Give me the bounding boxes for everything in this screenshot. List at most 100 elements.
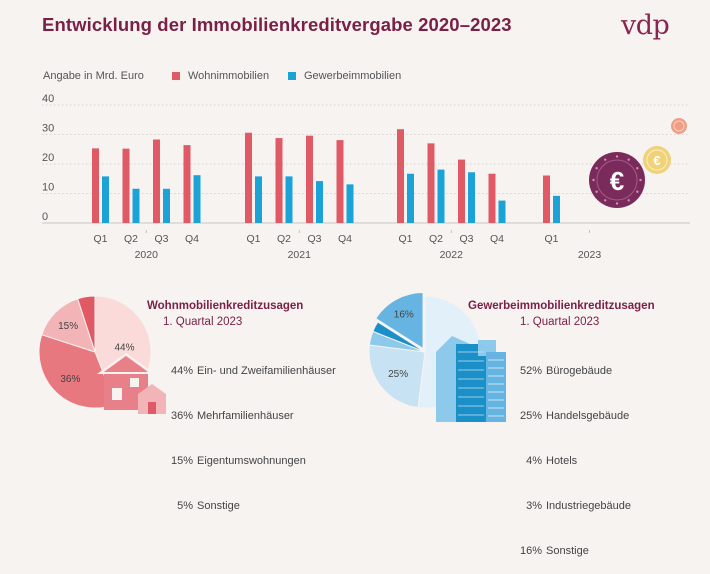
- coin-star-icon: [595, 190, 598, 193]
- house-door-icon: [148, 402, 156, 414]
- pie1-slice: [38, 334, 117, 409]
- page-title: Entwicklung der Immobilienkreditvergabe …: [42, 14, 512, 35]
- bar-wohnimmobilien: [122, 148, 130, 223]
- coin-small-icon: [673, 120, 685, 132]
- legend-swatch-commercial: [288, 72, 296, 80]
- bar-gewerbeimmobilien: [407, 173, 414, 223]
- coin-star-icon: [627, 158, 630, 161]
- pie2-subtitle: 1. Quartal 2023: [520, 316, 600, 328]
- pie2-legend-item: 3% Industriegebäude: [526, 500, 632, 512]
- euro-symbol: €: [653, 153, 660, 168]
- coin-star-icon: [604, 199, 607, 202]
- x-tick-label: Q3: [459, 233, 473, 245]
- legend-label-residential: Wohnimmobilien: [188, 70, 270, 82]
- bar-wohnimmobilien: [458, 159, 465, 223]
- x-tick-label: Q1: [93, 233, 107, 245]
- y-tick-label: 40: [42, 93, 54, 105]
- house-icon: [96, 352, 156, 374]
- pie1-slice-label: 44%: [114, 342, 134, 353]
- y-tick-label: 20: [42, 152, 54, 164]
- pie2-legend-item: 4% Hotels: [526, 455, 578, 467]
- x-tick-label: Q4: [490, 233, 504, 245]
- pie2-title: Gewerbeimmobilienkreditzusagen: [468, 300, 655, 312]
- coin-star-icon: [636, 190, 639, 193]
- pie2-legend-item: 16% Sonstige: [519, 545, 589, 557]
- coin-star-icon: [604, 158, 607, 161]
- coin-small-icon: [671, 118, 687, 134]
- bar-wohnimmobilien: [397, 129, 404, 223]
- y-tick-label: 30: [42, 123, 54, 135]
- pie2-slice: [375, 291, 424, 350]
- pie2-slice: [368, 344, 426, 409]
- x-tick-label: Q2: [277, 233, 291, 245]
- legend-label-commercial: Gewerbeimmobilien: [304, 70, 402, 82]
- legend-residential: Wohnimmobilien: [172, 70, 269, 82]
- x-tick-label: Q4: [338, 233, 352, 245]
- bar-wohnimmobilien: [336, 140, 344, 223]
- pie1-slice-label: 36%: [60, 374, 80, 385]
- bar-gewerbeimmobilien: [193, 175, 201, 223]
- year-label: 2020: [135, 249, 159, 261]
- bar-gewerbeimmobilien: [255, 176, 262, 223]
- bar-wohnimmobilien: [306, 135, 313, 223]
- house-window-icon: [130, 378, 139, 387]
- coin-star-icon: [615, 155, 619, 158]
- pie1-legend-item: 36% Mehrfamilienhäuser: [170, 410, 294, 422]
- pie1-legend-item: 15% Eigentumswohnungen: [170, 455, 306, 467]
- bar-gewerbeimmobilien: [553, 195, 560, 223]
- year-label: 2022: [440, 249, 464, 261]
- pie2-legend: 52% Bürogebäude 25% Handelsgebäude 4% Hotel…: [515, 334, 631, 574]
- y-tick-label: 10: [42, 182, 54, 194]
- x-tick-label: Q3: [307, 233, 321, 245]
- pie2-slice-label: 25%: [388, 369, 408, 380]
- x-tick-label: Q1: [398, 233, 412, 245]
- bar-gewerbeimmobilien: [163, 188, 170, 223]
- coin-star-icon: [615, 202, 619, 205]
- pie1-legend-item: 5% Sonstige: [177, 500, 240, 512]
- x-tick-label: Q2: [124, 233, 138, 245]
- pie2-slice: [372, 321, 426, 353]
- pie2-legend-item: 52% Bürogebäude: [519, 365, 613, 377]
- pie1-title: Wohnmobilienkreditzusagen: [147, 300, 304, 312]
- legend-commercial: Gewerbeimmobilien: [288, 70, 401, 82]
- bar-gewerbeimmobilien: [132, 188, 140, 223]
- bar-wohnimmobilien: [245, 132, 252, 223]
- x-tick-label: Q2: [429, 233, 443, 245]
- building-icon: [456, 344, 486, 422]
- bar-wohnimmobilien: [92, 148, 99, 223]
- x-tick-label: Q1: [544, 233, 558, 245]
- coin-star-icon: [636, 167, 639, 170]
- pie1-subtitle: 1. Quartal 2023: [163, 316, 243, 328]
- chart-canvas: 0 10 20 30 40 Q1 Q2 Q3 Q4 2020 Q1 Q2 Q3 Q4 2021 Q1 Q2 Q3 Q…: [38, 93, 690, 422]
- x-tick-label: Q3: [154, 233, 168, 245]
- bar-wohnimmobilien: [275, 138, 283, 223]
- y-tick-label: 0: [42, 211, 48, 223]
- house-icon: [138, 384, 166, 414]
- unit-label: Angabe in Mrd. Euro: [43, 70, 144, 82]
- x-tick-label: Q4: [185, 233, 199, 245]
- bar-wohnimmobilien: [183, 145, 191, 223]
- bar-wohnimmobilien: [427, 143, 435, 223]
- coin-star-icon: [592, 178, 595, 182]
- pie2-slice-label: 16%: [394, 309, 414, 320]
- pie2-legend-item: 25% Handelsgebäude: [519, 410, 630, 422]
- coin-star-icon: [627, 199, 630, 202]
- bar-gewerbeimmobilien: [498, 200, 506, 223]
- house-window-icon: [112, 388, 122, 400]
- legend-swatch-residential: [172, 72, 180, 80]
- vdp-logo: vdp: [621, 10, 670, 41]
- pie1-slice: [77, 295, 96, 353]
- pie1-slice-label: 15%: [58, 321, 78, 332]
- year-label: 2023: [578, 249, 602, 261]
- year-label: 2021: [288, 249, 312, 261]
- bar-wohnimmobilien: [543, 175, 550, 223]
- bar-gewerbeimmobilien: [285, 176, 293, 223]
- coin-star-icon: [639, 178, 642, 182]
- coin-gold-icon: [646, 149, 668, 171]
- bar-gewerbeimmobilien: [437, 169, 445, 223]
- bar-gewerbeimmobilien: [346, 184, 354, 223]
- bar-gewerbeimmobilien: [102, 176, 109, 223]
- bar-gewerbeimmobilien: [468, 172, 475, 223]
- pie1-legend-item: 44% Ein- und Zweifamilienhäuser: [170, 365, 336, 377]
- pie1-legend: 44% Ein- und Zweifamilienhäuser 36% Mehrfa…: [166, 334, 336, 529]
